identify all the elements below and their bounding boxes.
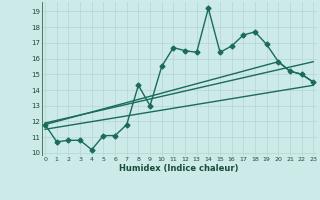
X-axis label: Humidex (Indice chaleur): Humidex (Indice chaleur) [119, 164, 239, 173]
